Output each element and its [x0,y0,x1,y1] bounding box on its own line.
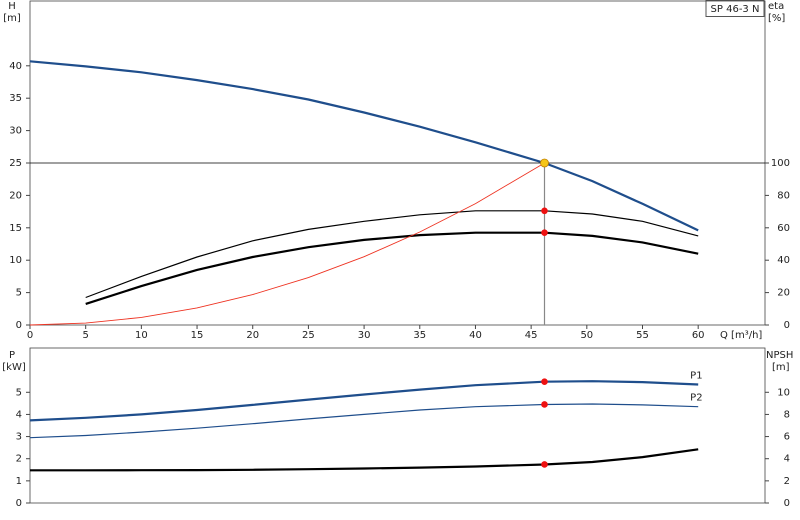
y2-label: NPSH [766,350,793,361]
y2-tick-label: 40 [777,255,790,266]
y2-unit: [%] [768,13,785,24]
x-label: Q [m³/h] [720,330,762,341]
y2-label: eta [768,1,784,12]
y2-tick-label: 10 [777,387,790,398]
legend-box [705,0,765,17]
curve [85,231,699,305]
y-tick-label: 0 [16,498,22,509]
y-tick-label: 35 [9,93,22,104]
y2-tick-label: 8 [784,409,790,420]
y2-tick-label: 100 [771,158,790,169]
y-tick-label: 15 [9,223,22,234]
curve [85,210,699,299]
y-tick-label: 25 [9,158,22,169]
x-tick-label: 20 [246,330,259,341]
y2-tick-label: 2 [784,476,790,487]
y2-tick-label: 80 [777,190,790,201]
duty-marker [541,229,548,236]
curve [29,403,699,439]
y-tick-label: 20 [9,190,22,201]
plot-frame [29,347,766,504]
curve [29,162,545,326]
y-tick-label: 3 [16,432,22,443]
series-label: P2 [690,393,702,404]
y-tick-label: 2 [16,454,22,465]
x-tick-label: 35 [413,330,426,341]
x-tick-label: 40 [469,330,482,341]
y2-tick-label: 60 [777,223,790,234]
duty-marker [541,207,548,215]
duty-marker [541,378,548,385]
y-label: H [8,1,16,12]
x-tick-label: 55 [636,330,649,341]
curve [30,448,699,472]
y2-unit: [m] [772,362,790,373]
y2-tick-label: 6 [784,432,790,443]
y-label: P [9,350,15,361]
duty-marker [541,461,548,468]
x-tick-label: 50 [580,330,593,341]
y-tick-label: 4 [16,409,22,420]
x-tick-label: 25 [302,330,315,341]
x-tick-label: 0 [27,330,33,341]
y-tick-label: 5 [16,387,22,398]
x-tick-label: 15 [191,330,204,341]
y-tick-label: 10 [9,255,22,266]
y-tick-label: 0 [16,320,22,331]
y-unit: [kW] [2,362,26,373]
y-tick-label: 5 [16,288,22,299]
y-tick-label: 30 [9,126,22,137]
curve [29,380,699,422]
y-unit: [m] [3,13,21,24]
y-tick-label: 40 [9,61,22,72]
y2-tick-label: 0 [784,320,790,331]
x-tick-label: 60 [692,330,705,341]
x-tick-label: 10 [135,330,148,341]
y2-tick-label: 0 [784,498,790,509]
y2-tick-label: 4 [784,454,790,465]
y-tick-label: 1 [16,476,22,487]
duty-marker [541,401,548,408]
y2-tick-label: 20 [777,288,790,299]
curve [29,60,699,232]
x-tick-label: 45 [525,330,538,341]
x-tick-label: 30 [358,330,371,341]
duty-point [540,158,549,168]
series-label: P1 [690,371,702,382]
x-tick-label: 5 [82,330,88,341]
legend-label: SP 46-3 N [711,4,760,15]
